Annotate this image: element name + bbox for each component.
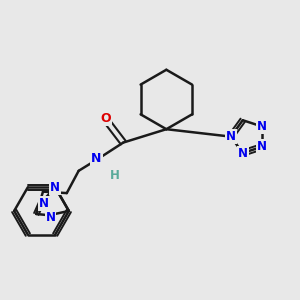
Text: N: N [257,140,267,153]
Text: N: N [46,211,56,224]
Text: H: H [110,169,120,182]
Text: N: N [238,146,248,160]
Text: N: N [91,152,102,165]
Text: N: N [39,197,49,210]
Text: N: N [257,120,267,133]
Text: N: N [50,181,60,194]
Text: O: O [100,112,111,125]
Text: N: N [226,130,236,143]
